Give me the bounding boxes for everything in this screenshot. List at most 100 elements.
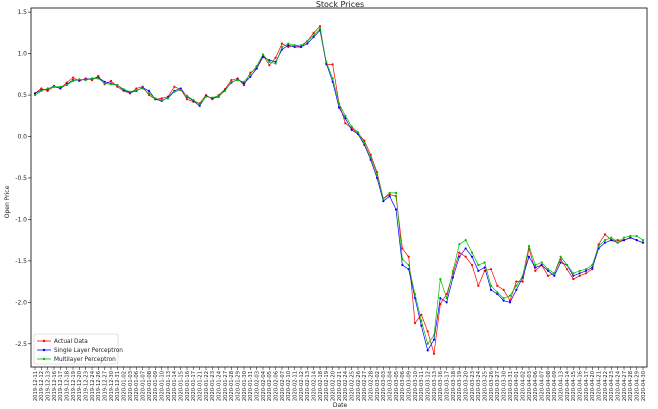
data-point	[635, 239, 638, 242]
x-tick-label: 2020-01-03	[128, 371, 134, 401]
data-point	[565, 268, 569, 271]
x-tick-label: 2019-12-18	[64, 371, 70, 401]
x-tick-label: 2020-04-14	[565, 370, 571, 401]
data-point	[160, 98, 163, 102]
data-point	[128, 90, 132, 93]
data-point	[52, 85, 56, 88]
x-tick-label: 2020-02-18	[318, 371, 324, 401]
x-tick-label: 2020-02-06	[273, 371, 279, 401]
x-tick-label: 2020-02-19	[324, 371, 330, 401]
data-point	[401, 258, 404, 261]
data-point	[629, 236, 632, 239]
data-point	[268, 64, 271, 67]
x-tick-label: 2020-03-11	[419, 371, 425, 401]
data-point	[496, 292, 499, 296]
data-point	[299, 44, 303, 47]
x-tick-label: 2020-02-12	[299, 371, 305, 401]
data-point	[287, 44, 290, 47]
data-point	[603, 233, 607, 236]
x-tick-label: 2020-01-30	[242, 371, 248, 401]
data-point	[591, 263, 594, 267]
data-point	[591, 266, 594, 269]
x-tick-label: 2019-12-12	[39, 371, 45, 401]
data-point	[160, 97, 163, 100]
x-tick-label: 2020-02-04	[261, 370, 267, 401]
data-point	[344, 117, 347, 120]
data-point	[369, 156, 372, 159]
data-point	[578, 269, 581, 272]
x-tick-label: 2019-12-16	[52, 371, 58, 401]
data-point	[432, 334, 436, 337]
data-point	[230, 79, 233, 82]
data-point	[483, 266, 486, 269]
data-point	[293, 44, 296, 47]
data-point	[135, 88, 138, 92]
y-axis-label: Open Price	[4, 185, 11, 218]
data-point	[401, 247, 404, 250]
data-point	[97, 77, 100, 80]
data-point	[236, 79, 239, 82]
data-point	[287, 45, 290, 49]
data-point	[432, 352, 436, 355]
data-point	[179, 88, 182, 92]
data-point	[185, 98, 189, 101]
y-tick-label: -1.0	[15, 216, 27, 223]
data-point	[280, 42, 284, 45]
data-point	[502, 297, 505, 300]
data-point	[470, 255, 474, 258]
data-point	[249, 75, 252, 78]
data-point	[407, 255, 410, 258]
data-point	[521, 274, 524, 277]
x-tick-label: 2020-04-15	[571, 371, 577, 401]
data-point	[179, 87, 182, 90]
y-tick-label: -2.5	[15, 341, 27, 348]
data-point	[84, 79, 87, 82]
x-tick-label: 2020-03-23	[470, 371, 476, 401]
data-point	[432, 338, 436, 341]
x-tick-label: 2020-04-13	[558, 371, 564, 401]
data-point	[97, 74, 100, 78]
x-tick-label: 2020-01-02	[121, 371, 127, 401]
x-tick-label: 2020-03-25	[482, 371, 488, 401]
data-point	[192, 98, 195, 102]
data-point	[122, 88, 125, 91]
x-tick-label: 2020-01-15	[178, 371, 184, 401]
data-point	[242, 84, 246, 87]
y-tick-label: -0.5	[15, 175, 27, 182]
data-point	[540, 261, 543, 264]
data-point	[572, 272, 575, 275]
x-tick-label: 2020-04-21	[596, 371, 602, 401]
data-point	[198, 104, 201, 107]
data-point	[591, 268, 594, 271]
data-point	[534, 266, 537, 269]
data-point	[217, 94, 220, 97]
legend-label: Single Layer Perceptron	[54, 348, 123, 354]
x-tick-label: 2020-02-24	[343, 370, 349, 401]
x-tick-label: 2020-04-08	[546, 371, 552, 401]
data-point	[312, 34, 315, 37]
data-point	[553, 272, 556, 275]
legend-item: Actual Data	[37, 339, 88, 345]
legend-marker	[42, 357, 46, 361]
x-tick-label: 2020-02-05	[267, 371, 273, 401]
data-point	[616, 241, 619, 244]
x-tick-label: 2020-01-10	[159, 371, 165, 401]
x-tick-label: 2020-03-18	[451, 371, 457, 401]
y-tick-label: -1.5	[15, 258, 27, 265]
data-point	[584, 272, 588, 275]
x-tick-label: 2020-04-24	[615, 370, 621, 401]
data-point	[198, 103, 201, 106]
data-point	[464, 239, 467, 242]
data-point	[527, 255, 531, 258]
data-point	[147, 92, 151, 95]
data-point	[546, 274, 550, 277]
x-tick-label: 2020-01-07	[140, 371, 146, 401]
data-point	[572, 278, 575, 281]
data-point	[71, 76, 75, 79]
data-point	[489, 268, 493, 271]
x-tick-label: 2020-03-17	[444, 371, 450, 401]
data-point	[65, 84, 68, 87]
data-point	[439, 278, 442, 281]
x-tick-label: 2020-03-04	[387, 370, 393, 401]
data-point	[274, 56, 277, 59]
